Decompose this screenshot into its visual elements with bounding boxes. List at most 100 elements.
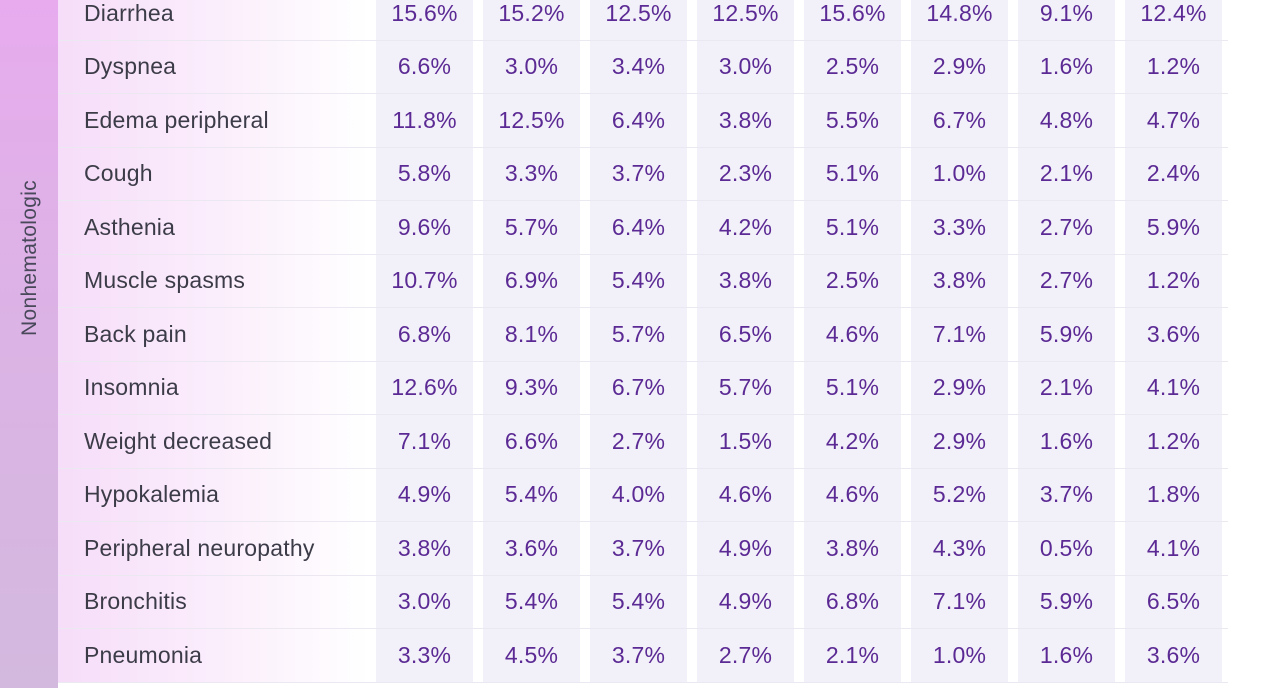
value-cell: 3.7% xyxy=(590,629,687,682)
table-row: Edema peripheral 11.8% 12.5% 6.4% 3.8% 5… xyxy=(58,94,1228,148)
row-label: Insomnia xyxy=(58,361,368,414)
table-row: Weight decreased 7.1% 6.6% 2.7% 1.5% 4.2… xyxy=(58,415,1228,469)
row-label: Dyspnea xyxy=(58,40,368,93)
value-cell: 3.6% xyxy=(483,522,580,575)
value-cell: 5.2% xyxy=(911,468,1008,521)
value-cell: 4.1% xyxy=(1125,522,1222,575)
value-cell: 1.2% xyxy=(1125,254,1222,307)
value-cell: 4.6% xyxy=(804,468,901,521)
value-cell: 12.5% xyxy=(697,0,794,40)
value-cell: 3.6% xyxy=(1125,629,1222,682)
value-cell: 3.8% xyxy=(376,522,473,575)
value-cell: 5.7% xyxy=(483,201,580,254)
value-cell: 6.6% xyxy=(376,40,473,93)
value-cell: 5.1% xyxy=(804,201,901,254)
value-cell: 0.5% xyxy=(1018,522,1115,575)
value-cell: 3.8% xyxy=(911,254,1008,307)
value-cell: 15.6% xyxy=(376,0,473,40)
value-cell: 1.8% xyxy=(1125,468,1222,521)
value-cell: 1.6% xyxy=(1018,629,1115,682)
row-label: Bronchitis xyxy=(58,575,368,628)
value-cell: 4.0% xyxy=(590,468,687,521)
value-cell: 6.7% xyxy=(911,94,1008,147)
table-row: Insomnia 12.6% 9.3% 6.7% 5.7% 5.1% 2.9% … xyxy=(58,361,1228,415)
value-cell: 6.5% xyxy=(1125,575,1222,628)
row-label: Hypokalemia xyxy=(58,468,368,521)
table-row: Hypokalemia 4.9% 5.4% 4.0% 4.6% 4.6% 5.2… xyxy=(58,468,1228,522)
adverse-events-table: Diarrhea 15.6% 15.2% 12.5% 12.5% 15.6% 1… xyxy=(58,0,1228,683)
value-cell: 3.7% xyxy=(590,147,687,200)
value-cell: 2.5% xyxy=(804,254,901,307)
value-cell: 4.6% xyxy=(697,468,794,521)
value-cell: 6.8% xyxy=(804,575,901,628)
value-cell: 15.6% xyxy=(804,0,901,40)
value-cell: 5.7% xyxy=(697,361,794,414)
value-cell: 2.1% xyxy=(1018,147,1115,200)
value-cell: 4.7% xyxy=(1125,94,1222,147)
value-cell: 5.4% xyxy=(483,468,580,521)
value-cell: 6.6% xyxy=(483,415,580,468)
value-cell: 1.5% xyxy=(697,415,794,468)
value-cell: 3.3% xyxy=(376,629,473,682)
row-label: Back pain xyxy=(58,308,368,361)
table-row: Diarrhea 15.6% 15.2% 12.5% 12.5% 15.6% 1… xyxy=(58,0,1228,41)
value-cell: 1.6% xyxy=(1018,415,1115,468)
value-cell: 15.2% xyxy=(483,0,580,40)
value-cell: 4.9% xyxy=(376,468,473,521)
section-band: Nonhematologic xyxy=(0,0,58,688)
value-cell: 2.1% xyxy=(1018,361,1115,414)
value-cell: 7.1% xyxy=(376,415,473,468)
value-cell: 5.4% xyxy=(590,254,687,307)
value-cell: 6.5% xyxy=(697,308,794,361)
value-cell: 5.9% xyxy=(1125,201,1222,254)
value-cell: 5.9% xyxy=(1018,575,1115,628)
value-cell: 6.4% xyxy=(590,201,687,254)
value-cell: 7.1% xyxy=(911,575,1008,628)
value-cell: 8.1% xyxy=(483,308,580,361)
value-cell: 1.0% xyxy=(911,147,1008,200)
value-cell: 5.1% xyxy=(804,147,901,200)
value-cell: 3.8% xyxy=(697,254,794,307)
table-row: Back pain 6.8% 8.1% 5.7% 6.5% 4.6% 7.1% … xyxy=(58,308,1228,362)
value-cell: 3.7% xyxy=(590,522,687,575)
value-cell: 3.0% xyxy=(483,40,580,93)
value-cell: 7.1% xyxy=(911,308,1008,361)
value-cell: 5.8% xyxy=(376,147,473,200)
value-cell: 6.7% xyxy=(590,361,687,414)
row-label: Pneumonia xyxy=(58,629,368,682)
value-cell: 5.5% xyxy=(804,94,901,147)
value-cell: 4.1% xyxy=(1125,361,1222,414)
value-cell: 2.7% xyxy=(697,629,794,682)
row-label: Muscle spasms xyxy=(58,254,368,307)
table-row: Peripheral neuropathy 3.8% 3.6% 3.7% 4.9… xyxy=(58,522,1228,576)
value-cell: 3.0% xyxy=(376,575,473,628)
value-cell: 2.3% xyxy=(697,147,794,200)
value-cell: 6.9% xyxy=(483,254,580,307)
table-row: Asthenia 9.6% 5.7% 6.4% 4.2% 5.1% 3.3% 2… xyxy=(58,201,1228,255)
row-label: Peripheral neuropathy xyxy=(58,522,368,575)
value-cell: 9.3% xyxy=(483,361,580,414)
value-cell: 3.3% xyxy=(911,201,1008,254)
value-cell: 1.0% xyxy=(911,629,1008,682)
row-label: Asthenia xyxy=(58,201,368,254)
value-cell: 11.8% xyxy=(376,94,473,147)
value-cell: 12.5% xyxy=(590,0,687,40)
row-label: Cough xyxy=(58,147,368,200)
value-cell: 4.9% xyxy=(697,575,794,628)
value-cell: 4.8% xyxy=(1018,94,1115,147)
value-cell: 6.8% xyxy=(376,308,473,361)
value-cell: 4.2% xyxy=(697,201,794,254)
section-label: Nonhematologic xyxy=(18,180,41,336)
row-label: Diarrhea xyxy=(58,0,368,40)
value-cell: 5.4% xyxy=(483,575,580,628)
value-cell: 12.6% xyxy=(376,361,473,414)
value-cell: 3.8% xyxy=(804,522,901,575)
value-cell: 5.4% xyxy=(590,575,687,628)
value-cell: 5.9% xyxy=(1018,308,1115,361)
value-cell: 1.6% xyxy=(1018,40,1115,93)
table-row: Pneumonia 3.3% 4.5% 3.7% 2.7% 2.1% 1.0% … xyxy=(58,629,1228,683)
value-cell: 1.2% xyxy=(1125,415,1222,468)
value-cell: 4.3% xyxy=(911,522,1008,575)
value-cell: 2.9% xyxy=(911,415,1008,468)
value-cell: 3.6% xyxy=(1125,308,1222,361)
